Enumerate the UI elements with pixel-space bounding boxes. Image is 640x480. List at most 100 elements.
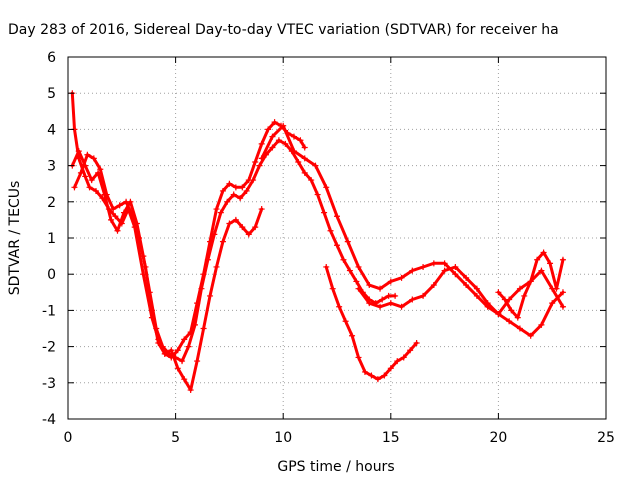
data-point — [129, 213, 136, 220]
data-point — [394, 358, 401, 365]
data-point — [385, 292, 392, 299]
data-point — [200, 325, 207, 332]
data-point — [377, 303, 384, 310]
data-point — [463, 274, 470, 281]
data-point — [230, 191, 237, 198]
data-point — [366, 282, 373, 289]
chart-title: Day 283 of 2016, Sidereal Day-to-day VTE… — [8, 22, 559, 38]
data-point — [484, 300, 491, 307]
data-point — [232, 216, 239, 223]
data-point — [75, 148, 82, 155]
x-tick-label: 15 — [382, 430, 400, 446]
data-point — [506, 318, 513, 325]
data-point — [250, 177, 257, 184]
data-point — [168, 347, 175, 354]
data-point — [516, 285, 523, 292]
data-point — [142, 263, 149, 270]
data-point — [82, 173, 89, 180]
data-point — [198, 285, 205, 292]
y-tick-label: 3 — [47, 159, 56, 175]
data-point — [271, 119, 278, 126]
data-point — [194, 358, 201, 365]
data-point — [430, 260, 437, 267]
data-point — [232, 184, 239, 191]
data-point — [463, 282, 470, 289]
data-point — [420, 263, 427, 270]
data-point — [239, 224, 246, 231]
y-tick-label: -4 — [42, 412, 56, 428]
x-axis-label: GPS time / hours — [277, 459, 394, 475]
series-line — [260, 124, 565, 316]
data-point — [314, 191, 321, 198]
data-point — [392, 292, 399, 299]
data-point — [295, 158, 302, 165]
series-track-3 — [71, 151, 265, 394]
data-point — [379, 296, 386, 303]
y-tick-label: 0 — [47, 267, 56, 283]
y-tick-label: 5 — [47, 86, 56, 102]
data-point — [252, 158, 259, 165]
data-point — [245, 231, 252, 238]
data-point — [110, 206, 117, 213]
data-point — [355, 354, 362, 361]
x-tick-label: 20 — [489, 430, 507, 446]
data-point — [473, 285, 480, 292]
y-axis: -4 -3 -2 -1 0 1 2 3 4 5 6 — [42, 50, 606, 428]
data-point — [420, 292, 427, 299]
data-point — [452, 271, 459, 278]
data-point — [323, 184, 330, 191]
data-point — [290, 133, 297, 140]
y-tick-label: 1 — [47, 231, 56, 247]
y-tick-label: 2 — [47, 195, 56, 211]
data-point — [334, 242, 340, 249]
data-point — [290, 148, 297, 155]
data-point — [219, 187, 226, 194]
data-point — [516, 325, 523, 332]
data-point — [407, 347, 414, 354]
data-point — [329, 285, 336, 292]
data-point — [374, 376, 381, 383]
data-point — [174, 365, 181, 372]
data-point — [191, 321, 198, 328]
data-point — [400, 354, 407, 361]
data-point — [547, 260, 554, 267]
data-point — [301, 144, 308, 151]
data-point — [237, 195, 244, 202]
data-point — [239, 184, 246, 191]
data-point — [88, 177, 95, 184]
data-point — [155, 339, 162, 346]
data-point — [361, 368, 368, 375]
series-line — [496, 251, 565, 320]
data-point — [355, 263, 362, 270]
data-point — [353, 278, 360, 285]
data-point — [540, 249, 547, 256]
data-point — [71, 184, 78, 191]
data-point — [441, 267, 448, 274]
series-track-4 — [258, 122, 566, 318]
data-point — [103, 191, 110, 198]
data-point — [430, 282, 437, 289]
data-point — [495, 289, 502, 296]
data-point — [473, 292, 480, 299]
data-point — [116, 202, 123, 209]
data-point — [256, 162, 263, 169]
data-point — [258, 155, 265, 162]
data-point — [527, 332, 534, 339]
data-point — [441, 260, 448, 267]
data-point — [226, 220, 233, 227]
data-point — [112, 213, 119, 220]
data-point — [312, 162, 319, 169]
data-point — [413, 339, 420, 346]
data-point — [321, 209, 328, 216]
data-point — [527, 278, 534, 285]
data-point — [265, 126, 272, 133]
series-track-5 — [323, 263, 420, 383]
data-point — [495, 311, 502, 318]
series-line — [70, 138, 397, 363]
series-track-6 — [355, 263, 566, 339]
data-point — [120, 209, 127, 216]
x-tick-label: 25 — [597, 430, 615, 446]
data-point — [377, 285, 384, 292]
data-point — [301, 155, 308, 162]
data-point — [409, 296, 416, 303]
